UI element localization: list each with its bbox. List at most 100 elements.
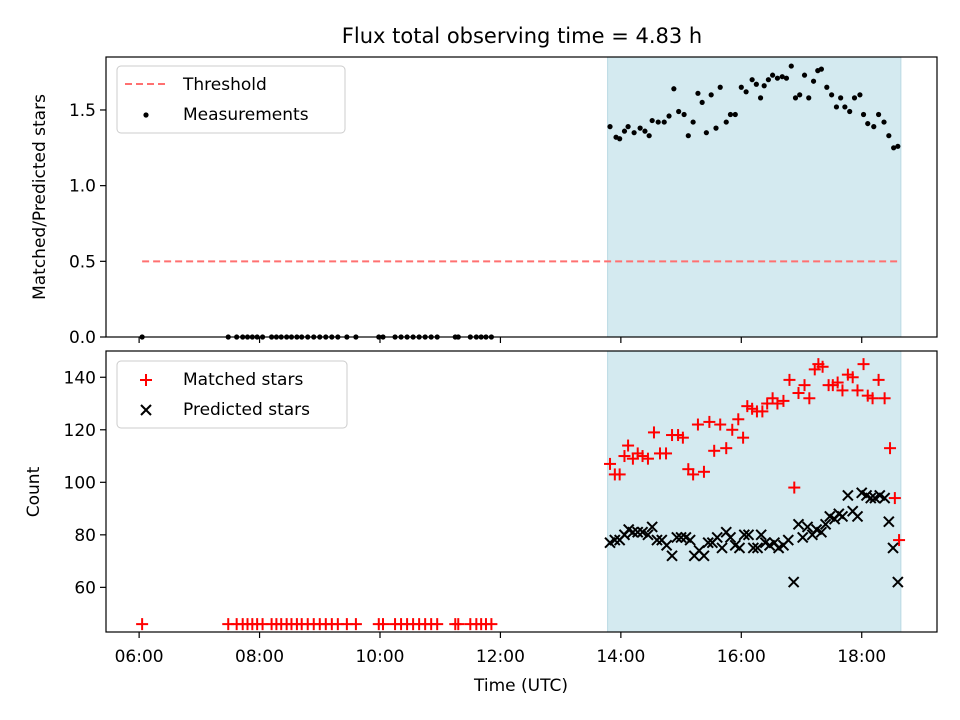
bottom-ytick-label: 140	[64, 368, 96, 388]
predicted-star-point	[792, 518, 805, 531]
matched-star-point	[737, 431, 750, 444]
matched-star-point	[485, 618, 498, 631]
measurement-point	[753, 81, 759, 87]
measurement-point	[617, 136, 623, 142]
predicted-star-point	[836, 510, 849, 523]
measurement-point	[842, 104, 848, 110]
bottom-ylabel: Count	[24, 466, 44, 517]
top-ytick-label: 0.5	[69, 252, 96, 272]
predicted-star-point	[642, 529, 654, 541]
predicted-star-point	[609, 534, 621, 546]
measurement-point	[891, 145, 897, 151]
predicted-star-point	[742, 529, 755, 541]
measurement-point	[765, 77, 771, 83]
matched-star-point	[857, 358, 870, 371]
measurement-point	[838, 95, 844, 101]
bottom-xtick-label: 12:00	[476, 647, 525, 667]
measurement-point	[761, 83, 767, 89]
matched-star-point	[641, 452, 654, 465]
predicted-star-point	[716, 542, 728, 554]
predicted-star-point	[819, 518, 832, 531]
predicted-star-point	[787, 576, 800, 588]
measurement-point	[818, 66, 824, 72]
measurement-point	[749, 77, 755, 83]
measurement-point	[637, 125, 643, 131]
measurement-point	[895, 143, 901, 149]
measurement-point	[851, 95, 858, 101]
measurement-point	[703, 130, 709, 136]
matched-star-point	[761, 397, 774, 410]
matched-star-point	[888, 492, 901, 505]
bottom-legend: Matched stars Predicted stars	[116, 360, 348, 429]
measurement-point	[860, 111, 867, 118]
matched-star-point	[788, 481, 801, 494]
bottom-panel: 60 80 100 120 140 06:00 08:00 10:00 12:00 14:00 16…	[24, 350, 938, 696]
measurement-point	[792, 95, 799, 101]
bottom-xtick-label: 10:00	[355, 647, 404, 667]
measurement-point	[871, 124, 877, 130]
matched-star-point	[878, 392, 891, 405]
matched-star-point	[783, 373, 796, 386]
measurement-point	[708, 92, 714, 98]
measurement-point	[886, 133, 892, 139]
matched-star-point	[604, 457, 617, 470]
top-legend: Threshold Measurements	[116, 65, 346, 134]
matched-star-point	[703, 415, 716, 428]
bottom-ytick-label: 100	[64, 473, 96, 493]
measurement-point	[738, 84, 744, 90]
matched-star-point	[851, 384, 864, 397]
matched-star-point	[777, 394, 790, 407]
matched-star-point	[866, 392, 879, 405]
predicted-star-point	[887, 542, 899, 554]
matched-star-point	[622, 439, 635, 452]
measurement-point	[833, 104, 840, 110]
top-panel: 0.0 0.5 1.0 1.5 Matched/Predicted stars Thr…	[30, 56, 938, 348]
legend-matched-swatch	[140, 374, 152, 386]
matched-star-point	[798, 379, 811, 392]
predicted-star-point	[892, 576, 904, 588]
measurement-point	[713, 125, 719, 131]
measurement-point	[743, 89, 749, 95]
matched-star-point	[846, 371, 859, 384]
measurement-point	[774, 75, 781, 81]
measurement-point	[671, 86, 677, 92]
bottom-xtick-label: 14:00	[596, 647, 645, 667]
predicted-star-point	[702, 537, 714, 549]
measurement-point	[824, 84, 830, 90]
matched-star-point	[803, 392, 816, 405]
predicted-star-point	[646, 521, 658, 533]
legend-predicted-label: Predicted stars	[183, 400, 310, 420]
measurement-point	[676, 108, 682, 115]
chart-title: Flux total observing time = 4.83 h	[342, 24, 702, 48]
measurement-point	[621, 128, 628, 134]
predicted-star-point	[711, 531, 723, 544]
matched-star-point	[816, 360, 829, 373]
bottom-legend-box	[116, 360, 348, 429]
matched-star-point	[618, 450, 631, 463]
predicted-star-point	[666, 550, 678, 562]
measurement-point	[695, 90, 701, 96]
top-legend-box	[116, 65, 346, 134]
measurement-point	[642, 128, 648, 134]
measurement-point	[661, 119, 667, 125]
predicted-star-point	[724, 531, 737, 544]
matched-star-point	[831, 376, 844, 389]
measurement-point	[788, 63, 794, 69]
top-axes-frame	[105, 56, 938, 338]
predicted-star-point	[782, 534, 794, 546]
bottom-xlabel: Time (UTC)	[473, 676, 568, 696]
matched-star-point	[756, 405, 769, 418]
measurement-point	[646, 133, 652, 139]
predicted-star-point	[751, 542, 764, 554]
bottom-xtick-label: 08:00	[235, 647, 284, 667]
measurement-point	[801, 72, 808, 78]
matched-star-point	[771, 397, 784, 410]
measurement-point	[875, 111, 882, 118]
matched-star-point	[872, 373, 885, 386]
predicted-star-point	[755, 529, 767, 541]
measurement-point	[806, 95, 812, 101]
top-shaded-span	[607, 56, 902, 338]
measurement-point	[685, 133, 691, 139]
predicted-star-point	[733, 542, 746, 554]
